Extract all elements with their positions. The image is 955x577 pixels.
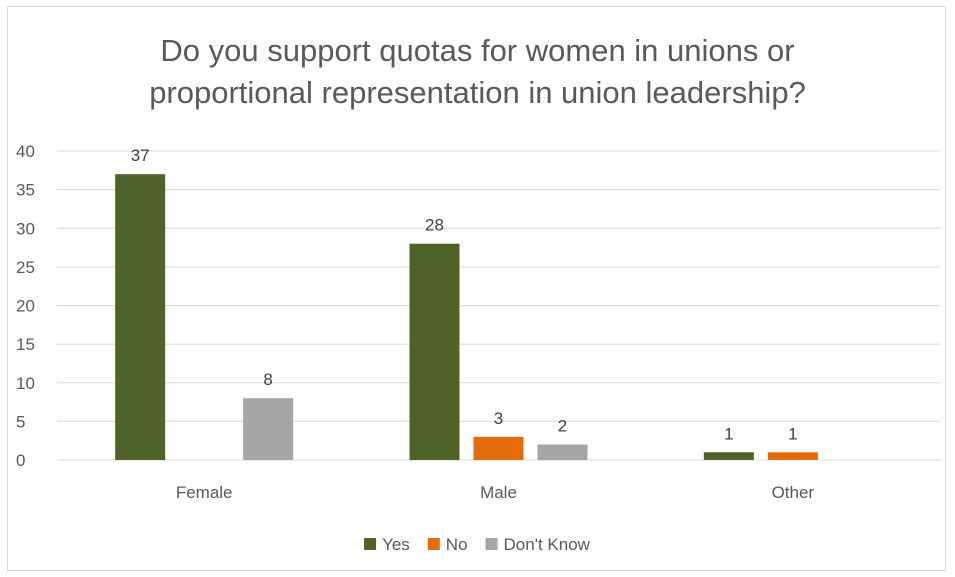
y-tick-label: 10 bbox=[16, 374, 35, 393]
chart-title-line-1: Do you support quotas for women in union… bbox=[160, 33, 795, 68]
y-tick-label: 15 bbox=[16, 335, 35, 354]
data-label: 8 bbox=[263, 370, 272, 389]
y-tick-label: 0 bbox=[16, 451, 25, 470]
bar-yes-female bbox=[115, 174, 166, 461]
legend-swatch bbox=[485, 538, 498, 550]
bar-yes-male bbox=[409, 243, 460, 460]
data-label: 2 bbox=[558, 417, 567, 436]
bar-don-t-know-male bbox=[537, 444, 588, 460]
y-tick-label: 20 bbox=[16, 297, 35, 316]
bar-don-t-know-female bbox=[243, 398, 294, 460]
legend-swatch bbox=[364, 538, 377, 550]
legend-swatch bbox=[427, 538, 440, 550]
data-label: 1 bbox=[724, 424, 733, 443]
y-tick-label: 40 bbox=[16, 142, 35, 161]
data-label: 37 bbox=[131, 146, 150, 165]
x-tick-label: Male bbox=[480, 483, 517, 502]
legend-label: Yes bbox=[382, 535, 410, 554]
y-tick-label: 30 bbox=[16, 219, 35, 238]
data-label: 3 bbox=[494, 409, 503, 428]
y-tick-label: 25 bbox=[16, 258, 35, 277]
legend-label: No bbox=[446, 535, 468, 554]
y-tick-label: 35 bbox=[16, 181, 35, 200]
bar-no-male bbox=[473, 436, 524, 460]
bar-no-other bbox=[767, 452, 818, 460]
data-label: 1 bbox=[788, 424, 797, 443]
chart-title-line-2: proportional representation in union lea… bbox=[149, 75, 806, 110]
x-tick-label: Female bbox=[176, 483, 233, 502]
y-tick-label: 5 bbox=[16, 412, 25, 431]
data-label: 28 bbox=[425, 216, 444, 235]
chart-title: Do you support quotas for women in union… bbox=[0, 30, 955, 114]
x-tick-label: Other bbox=[772, 483, 815, 502]
bar-yes-other bbox=[703, 452, 754, 460]
legend-label: Don't Know bbox=[504, 535, 591, 554]
